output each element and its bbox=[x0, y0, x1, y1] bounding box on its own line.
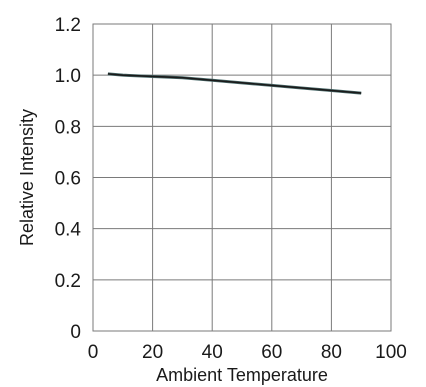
series-layer bbox=[107, 72, 362, 95]
series-line bbox=[107, 73, 362, 94]
y-tick-label: 1.0 bbox=[55, 66, 81, 87]
grid-lines bbox=[92, 23, 392, 332]
x-tick-label: 100 bbox=[375, 342, 407, 363]
x-tick-label: 0 bbox=[88, 342, 99, 363]
y-tick-label: 0.4 bbox=[55, 220, 82, 241]
y-tick-label: 1.2 bbox=[55, 15, 81, 36]
y-tick-label: 0.2 bbox=[55, 271, 81, 292]
x-tick-label: 40 bbox=[202, 342, 223, 363]
y-axis-ticks: 0 0.2 0.4 0.6 0.8 1.0 1.2 bbox=[55, 15, 82, 343]
y-tick-label: 0.6 bbox=[55, 169, 81, 190]
x-tick-label: 60 bbox=[261, 342, 282, 363]
y-axis-title: Relative Intensity bbox=[17, 109, 37, 246]
x-axis-title: Ambient Temperature bbox=[156, 365, 328, 385]
plot-frame bbox=[92, 23, 392, 332]
x-tick-label: 80 bbox=[321, 342, 342, 363]
y-tick-label: 0.8 bbox=[55, 117, 81, 138]
y-tick-label: 0 bbox=[70, 322, 81, 343]
x-tick-label: 20 bbox=[142, 342, 163, 363]
x-axis-ticks: 0 20 40 60 80 100 bbox=[88, 342, 407, 363]
